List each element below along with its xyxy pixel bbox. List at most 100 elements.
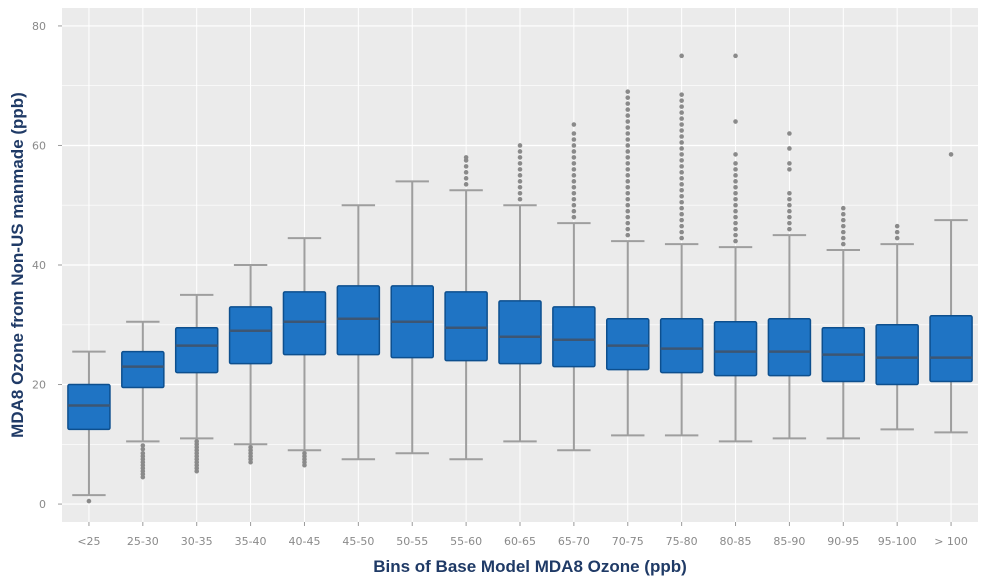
outlier-point <box>571 185 577 190</box>
outlier-point <box>571 161 577 166</box>
outlier-point <box>625 214 631 220</box>
box-30-35 <box>174 293 219 474</box>
outlier-point <box>679 116 684 121</box>
box-60-65 <box>498 143 542 443</box>
outlier-point <box>679 110 684 115</box>
box-iqr <box>282 291 327 356</box>
outlier-point <box>571 122 577 127</box>
outlier-point <box>625 226 631 232</box>
outlier-point <box>463 164 469 169</box>
outlier-point <box>679 199 684 205</box>
box-iqr <box>713 321 758 377</box>
box-70-75 <box>606 89 650 437</box>
outlier-point <box>679 158 684 163</box>
outlier-point <box>463 170 469 175</box>
box-65-70 <box>552 122 596 452</box>
box-iqr <box>121 350 165 389</box>
box-iqr <box>174 327 219 374</box>
outlier-point <box>140 443 146 448</box>
outlier-point <box>787 196 792 202</box>
outlier-point <box>787 220 792 226</box>
outlier-point <box>625 167 631 172</box>
outlier-point <box>679 235 684 241</box>
outlier-point <box>625 125 631 130</box>
x-tick-label: 55-60 <box>450 535 482 548</box>
outlier-point <box>625 137 631 142</box>
outlier-point <box>571 202 577 208</box>
box-> 100 <box>929 152 973 434</box>
box-iqr <box>67 383 111 431</box>
outlier-point <box>679 164 684 169</box>
outlier-point <box>625 190 631 196</box>
box-iqr <box>444 291 488 362</box>
outlier-point <box>517 179 523 184</box>
x-tick-label: 30-35 <box>181 535 213 548</box>
outlier-point <box>733 167 738 172</box>
y-tick-label: 60 <box>32 139 46 152</box>
box-iqr <box>336 285 381 356</box>
outlier-point <box>733 196 738 202</box>
outlier-point <box>733 190 738 196</box>
outlier-point <box>948 152 954 157</box>
outlier-point <box>517 161 523 166</box>
x-tick-label: 70-75 <box>612 535 644 548</box>
y-tick-label: 80 <box>32 20 46 33</box>
outlier-point <box>571 173 577 178</box>
outlier-point <box>571 143 577 148</box>
outlier-point <box>571 214 577 220</box>
outlier-point <box>733 161 738 166</box>
outlier-point <box>679 211 684 217</box>
box-85-90 <box>767 131 812 440</box>
outlier-point <box>517 190 523 196</box>
outlier-point <box>463 155 469 160</box>
outlier-point <box>733 238 738 244</box>
outlier-point <box>625 232 631 238</box>
outlier-point <box>571 137 577 142</box>
x-axis-ticks: <25 25-30 30-35 35-40 40-45 45-50 50-55 55-60 60… <box>77 522 968 548</box>
y-axis-ticks: 0 20 40 60 80 <box>32 20 62 511</box>
x-tick-label: 85-90 <box>773 535 805 548</box>
box-series <box>67 53 973 504</box>
box-iqr <box>929 315 973 383</box>
outlier-point <box>517 196 523 202</box>
outlier-point <box>733 226 738 232</box>
outlier-point <box>840 235 846 241</box>
outlier-point <box>733 214 738 220</box>
outlier-point <box>625 179 631 184</box>
outlier-point <box>679 122 684 127</box>
outlier-point <box>463 182 469 187</box>
outlier-point <box>679 176 684 181</box>
outlier-point <box>840 217 846 223</box>
outlier-point <box>625 185 631 190</box>
outlier-point <box>787 167 792 172</box>
outlier-point <box>571 179 577 184</box>
outlier-point <box>625 149 631 154</box>
x-tick-label: 95-100 <box>878 535 917 548</box>
outlier-point <box>517 173 523 178</box>
outlier-point <box>679 53 684 59</box>
outlier-point <box>733 185 738 190</box>
y-tick-label: 0 <box>39 498 46 511</box>
outlier-point <box>894 223 900 229</box>
outlier-point <box>733 202 738 208</box>
box-25-30 <box>121 320 165 480</box>
outlier-point <box>894 229 900 235</box>
outlier-point <box>571 155 577 160</box>
outlier-point <box>625 101 631 106</box>
outlier-point <box>625 107 631 112</box>
x-tick-label: <25 <box>77 535 100 548</box>
box-iqr <box>659 318 704 374</box>
box-iqr <box>228 306 273 365</box>
y-axis-title: MDA8 Ozone from Non-US manmade (ppb) <box>8 92 27 438</box>
outlier-point <box>840 205 846 211</box>
outlier-point <box>733 179 738 184</box>
outlier-point <box>140 446 146 452</box>
outlier-point <box>787 161 792 166</box>
outlier-point <box>679 217 684 223</box>
outlier-point <box>840 241 846 247</box>
box-iqr <box>875 324 919 386</box>
x-tick-label: 80-85 <box>720 535 752 548</box>
outlier-point <box>733 220 738 226</box>
